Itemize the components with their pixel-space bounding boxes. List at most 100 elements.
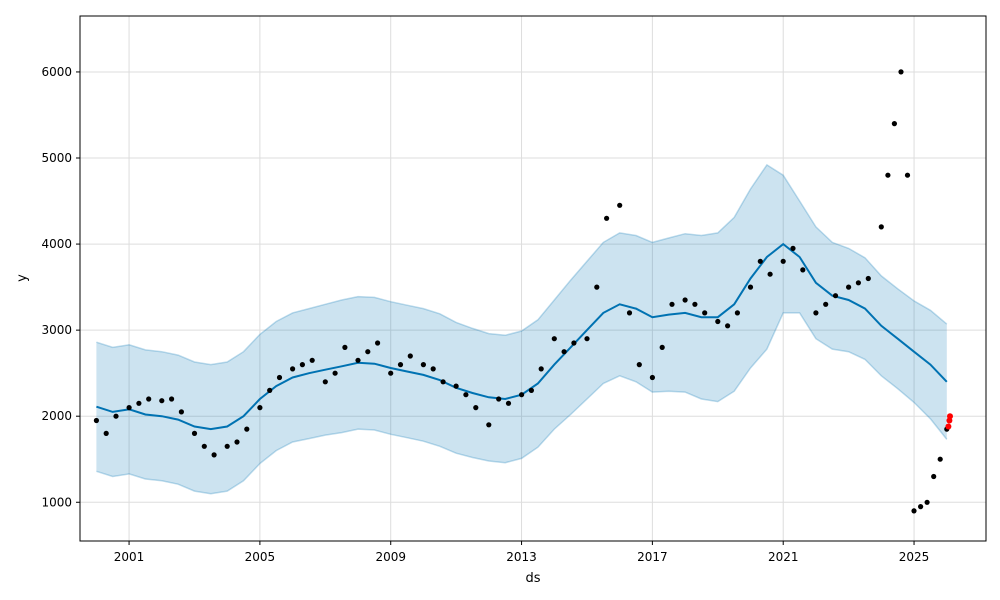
- observed-point: [257, 405, 263, 411]
- observed-point: [669, 301, 675, 307]
- observed-point: [126, 405, 132, 411]
- highlight-point: [947, 413, 953, 420]
- y-tick-label: 3000: [41, 323, 72, 337]
- observed-point: [146, 396, 152, 402]
- observed-point: [169, 396, 175, 402]
- observed-point: [159, 398, 165, 404]
- y-tick-label: 4000: [41, 237, 72, 251]
- observed-point: [931, 473, 937, 480]
- observed-point: [823, 301, 829, 307]
- observed-point: [332, 370, 338, 376]
- y-axis-label: y: [15, 274, 30, 282]
- x-tick-label: 2005: [245, 550, 276, 564]
- observed-point: [453, 383, 459, 389]
- y-axis-ticks: 1000 2000 3000 4000 5000 6000: [41, 65, 80, 509]
- observed-point: [290, 366, 296, 372]
- observed-point: [224, 443, 230, 449]
- observed-point: [473, 405, 479, 411]
- observed-point: [430, 366, 436, 372]
- x-tick-label: 2021: [768, 550, 799, 564]
- observed-point: [594, 284, 600, 290]
- x-axis-label: ds: [525, 571, 540, 586]
- observed-point: [649, 374, 656, 381]
- observed-point: [617, 202, 623, 208]
- x-axis-ticks: 2001 2005 2009 2013 2017 2021 2025: [114, 541, 929, 564]
- observed-point: [551, 336, 557, 342]
- observed-point: [103, 430, 109, 436]
- observed-point: [571, 340, 577, 346]
- observed-point: [911, 508, 917, 514]
- observed-point: [725, 323, 731, 329]
- observed-point: [924, 499, 930, 505]
- observed-point: [365, 349, 371, 355]
- x-tick-label: 2017: [637, 550, 668, 564]
- observed-point: [355, 357, 361, 363]
- observed-point: [440, 379, 446, 385]
- observed-point: [299, 362, 305, 368]
- observed-point: [322, 379, 328, 385]
- uncertainty-area: [96, 164, 947, 494]
- observed-point: [734, 310, 741, 316]
- observed-point: [528, 387, 535, 393]
- observed-point: [201, 443, 207, 449]
- highlight-point: [945, 423, 952, 430]
- observed-point: [659, 344, 665, 350]
- y-tick-label: 5000: [41, 151, 72, 165]
- observed-point: [757, 258, 763, 264]
- x-tick-label: 2001: [114, 550, 145, 564]
- grid: [80, 16, 986, 541]
- observed-point: [309, 357, 315, 363]
- y-tick-label: 1000: [41, 495, 72, 509]
- observed-point: [626, 310, 633, 316]
- observed-point: [561, 349, 567, 355]
- observed-point: [505, 400, 512, 406]
- observed-point: [898, 69, 904, 75]
- observed-point: [375, 340, 381, 346]
- observed-point: [211, 452, 217, 458]
- observed-point: [918, 504, 924, 510]
- observed-point: [682, 297, 688, 303]
- observed-point: [865, 275, 871, 282]
- uncertainty-lower-line: [96, 312, 948, 495]
- observed-point: [636, 362, 642, 368]
- observed-point: [604, 215, 610, 221]
- observed-point: [692, 301, 698, 307]
- observed-point: [244, 426, 250, 432]
- x-tick-label: 2013: [506, 550, 537, 564]
- observed-point: [93, 417, 99, 424]
- observed-point: [715, 318, 721, 325]
- observed-point: [136, 400, 142, 406]
- observed-point: [191, 430, 198, 436]
- observed-point: [904, 172, 911, 178]
- observed-point: [937, 456, 943, 462]
- observed-point: [790, 245, 796, 251]
- observed-point: [891, 121, 898, 127]
- observed-point: [538, 366, 544, 372]
- observed-point: [407, 353, 413, 359]
- highlight-points: [945, 413, 953, 430]
- observed-point: [832, 293, 839, 299]
- observed-point: [113, 413, 119, 419]
- observed-point: [234, 439, 240, 445]
- observed-point: [780, 258, 786, 264]
- observed-point: [486, 422, 492, 428]
- uncertainty-upper-line: [96, 163, 948, 366]
- observed-point: [267, 387, 273, 393]
- observed-point: [878, 224, 884, 230]
- y-tick-label: 6000: [41, 65, 72, 79]
- observed-point: [496, 396, 502, 402]
- observed-point: [855, 280, 862, 286]
- observed-point: [178, 409, 184, 415]
- observed-point: [800, 267, 806, 273]
- plot-frame: [79, 15, 987, 542]
- observed-point: [747, 284, 754, 290]
- observed-point: [584, 336, 590, 342]
- observed-point: [420, 362, 426, 368]
- observed-point: [388, 370, 394, 376]
- observed-point: [885, 172, 891, 178]
- observed-point: [767, 271, 773, 277]
- observed-point: [397, 362, 404, 368]
- observed-point: [813, 310, 819, 316]
